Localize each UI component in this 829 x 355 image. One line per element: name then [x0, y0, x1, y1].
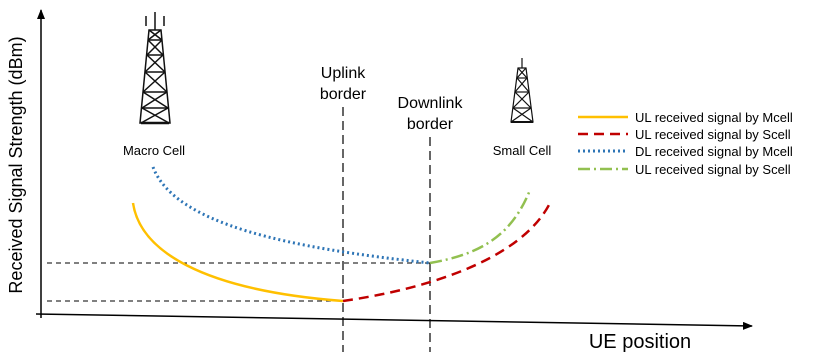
ul-scell-curve-red	[342, 202, 552, 303]
legend: UL received signal by Mcell UL received …	[578, 110, 793, 177]
small-cell-label: Small Cell	[493, 143, 552, 158]
small-cell-tower-icon	[510, 58, 534, 123]
x-axis	[35, 313, 753, 330]
legend-label: UL received signal by Scell	[635, 162, 791, 177]
downlink-border-label-line1: Downlink	[398, 95, 464, 112]
x-axis-label: UE position	[589, 331, 691, 353]
macro-cell-label: Macro Cell	[123, 143, 185, 158]
legend-item-ul-mcell: UL received signal by Mcell	[578, 110, 793, 125]
legend-label: DL received signal by Mcell	[635, 144, 793, 159]
downlink-border-label-line2: border	[407, 116, 454, 133]
legend-label: UL received signal by Mcell	[635, 110, 793, 125]
uplink-border-label-line2: border	[320, 86, 367, 103]
legend-item-ul-scell-red: UL received signal by Scell	[578, 127, 791, 142]
dl-mcell-curve	[151, 166, 431, 265]
uplink-border-label-line1: Uplink	[321, 65, 366, 82]
ul-mcell-curve	[131, 202, 344, 303]
macro-cell-tower-icon	[139, 12, 171, 125]
legend-label: UL received signal by Scell	[635, 127, 791, 142]
y-axis-label: Received Signal Strength (dBm)	[6, 36, 26, 293]
ul-scell-curve-green	[429, 189, 532, 265]
legend-item-dl-mcell: DL received signal by Mcell	[578, 144, 793, 159]
legend-item-ul-scell-green: UL received signal by Scell	[578, 162, 791, 177]
